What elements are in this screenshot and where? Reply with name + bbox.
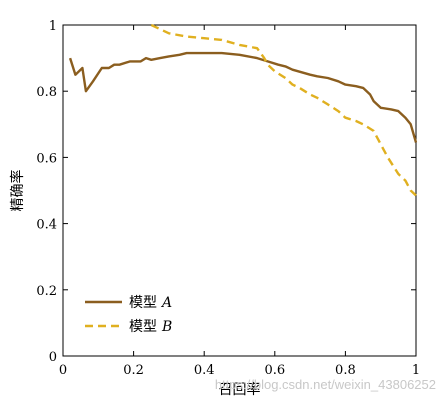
legend-label: 模型 A [129,295,172,311]
y-tick-label: 0.6 [36,151,57,166]
y-tick-label: 0.4 [36,218,57,233]
x-tick-label: 0.8 [335,363,356,378]
legend-label-name: 模型 [129,319,157,335]
y-axis-title: 精确率 [9,170,26,212]
plot-frame [62,24,417,357]
x-tick-label: 0.6 [264,363,285,378]
x-tick-label: 0.2 [123,363,144,378]
x-tick-label: 0 [59,363,67,378]
y-tick-label: 0.2 [36,284,57,299]
x-tick-label: 0.4 [194,363,215,378]
series-line-b [150,23,417,197]
legend-label-name: 模型 [129,295,157,311]
legend-label-suffix: B [161,319,172,335]
series-line-a [68,51,418,143]
x-tick-label: 1 [412,363,420,378]
series-lines [68,23,418,197]
legend: 模型 A模型 B [85,295,172,335]
x-axis-title: 召回率 [219,381,261,398]
watermark-text: https://blog.csdn.net/weixin_43806252 [215,377,436,392]
y-tick-label: 1 [49,19,57,34]
y-tick-label: 0 [49,350,57,365]
y-tick-label: 0.8 [36,85,57,100]
axes [62,24,417,357]
legend-label: 模型 B [129,319,172,335]
legend-label-suffix: A [160,295,172,311]
axis-ticks [62,24,417,357]
tick-labels: 0 0.2 0.4 0.6 0.8 1 0 0.2 0.4 0.6 0.8 1 [36,19,420,378]
